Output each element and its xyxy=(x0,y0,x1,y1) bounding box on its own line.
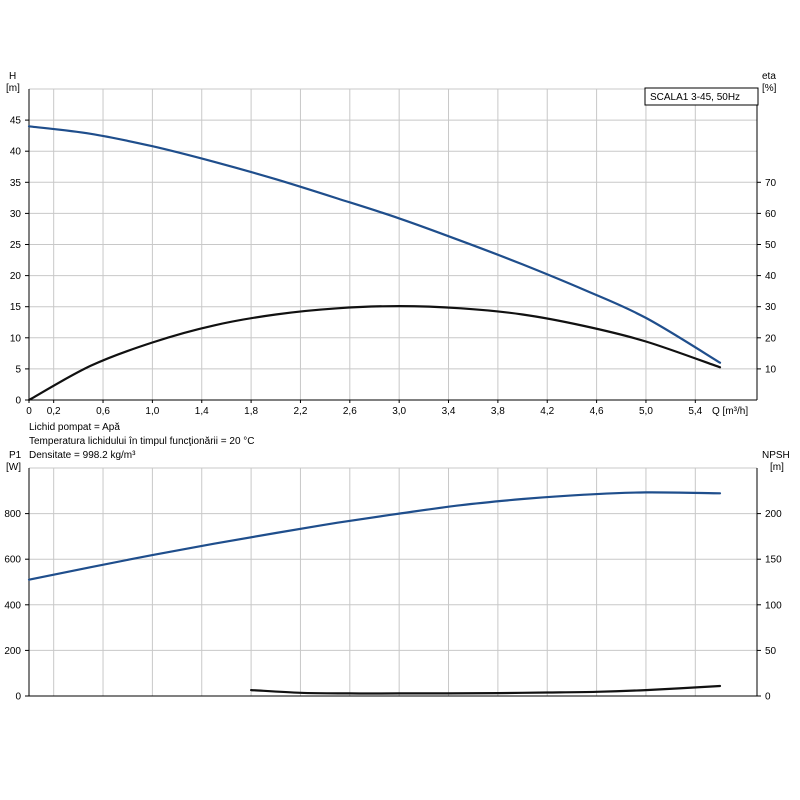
y-right-tick-label: 200 xyxy=(765,509,782,520)
y-left-tick-label: 35 xyxy=(10,178,22,189)
y-left-tick-label: 25 xyxy=(10,240,22,251)
y-left-tick-label: 800 xyxy=(4,509,21,520)
npsh-curve-line xyxy=(250,684,722,695)
x-tick-label: 3,0 xyxy=(392,406,406,417)
y-right-tick-label: 40 xyxy=(765,271,777,282)
x-tick-label: 2,6 xyxy=(343,406,357,417)
y-right-axis-label: NPSH xyxy=(762,450,790,461)
y-left-tick-label: 30 xyxy=(10,209,22,220)
y-right-tick-label: 20 xyxy=(765,333,777,344)
liquid-note: Lichid pompat = Apă xyxy=(29,422,120,433)
y-right-axis-label: eta xyxy=(762,71,776,82)
density-note: Densitate = 998.2 kg/m³ xyxy=(29,450,136,461)
y-left-tick-label: 600 xyxy=(4,555,21,566)
y-left-tick-label: 40 xyxy=(10,147,22,158)
y-right-tick-label: 0 xyxy=(765,692,771,703)
x-axis-label: Q [m³/h] xyxy=(712,406,748,417)
x-tick-label: 2,2 xyxy=(294,406,308,417)
temperature-note: Temperatura lichidului în timpul funcţio… xyxy=(29,436,255,447)
y-right-tick-label: 50 xyxy=(765,240,777,251)
x-tick-label: 0 xyxy=(26,406,32,417)
y-right-tick-label: 150 xyxy=(765,555,782,566)
y-left-tick-label: 45 xyxy=(10,116,22,127)
y-right-axis-unit: [m] xyxy=(770,462,784,473)
x-tick-label: 5,4 xyxy=(688,406,702,417)
y-right-tick-label: 70 xyxy=(765,178,777,189)
x-tick-label: 4,2 xyxy=(540,406,554,417)
y-left-tick-label: 200 xyxy=(4,646,21,657)
y-left-tick-label: 0 xyxy=(15,692,21,703)
power-curve-line xyxy=(27,491,722,581)
y-right-tick-label: 60 xyxy=(765,209,777,220)
y-left-tick-label: 0 xyxy=(15,396,21,407)
head-curve-line xyxy=(27,125,722,364)
x-tick-label: 4,6 xyxy=(590,406,604,417)
y-left-tick-label: 400 xyxy=(4,600,21,611)
y-left-tick-label: 15 xyxy=(10,302,22,313)
x-tick-label: 3,8 xyxy=(491,406,505,417)
y-left-axis-label: H xyxy=(9,71,16,82)
y-left-tick-label: 20 xyxy=(10,271,22,282)
x-tick-label: 1,4 xyxy=(195,406,209,417)
y-left-tick-label: 10 xyxy=(10,333,22,344)
efficiency-curve-line xyxy=(27,304,722,402)
y-right-tick-label: 100 xyxy=(765,600,782,611)
model-label: SCALA1 3-45, 50Hz xyxy=(650,92,740,103)
y-left-tick-label: 5 xyxy=(15,364,21,375)
x-tick-label: 1,0 xyxy=(145,406,159,417)
y-right-tick-label: 50 xyxy=(765,646,777,657)
x-tick-label: 0,6 xyxy=(96,406,110,417)
y-left-axis-unit: [m] xyxy=(6,83,20,94)
x-tick-label: 5,0 xyxy=(639,406,653,417)
x-tick-label: 1,8 xyxy=(244,406,258,417)
y-left-axis-unit: [W] xyxy=(6,462,21,473)
y-right-axis-unit: [%] xyxy=(762,83,777,94)
model-label-box xyxy=(644,87,759,106)
x-tick-label: 0,2 xyxy=(47,406,61,417)
y-right-tick-label: 10 xyxy=(765,364,777,375)
y-left-axis-label: P1 xyxy=(9,450,22,461)
y-right-tick-label: 30 xyxy=(765,302,777,313)
x-tick-label: 3,4 xyxy=(442,406,456,417)
